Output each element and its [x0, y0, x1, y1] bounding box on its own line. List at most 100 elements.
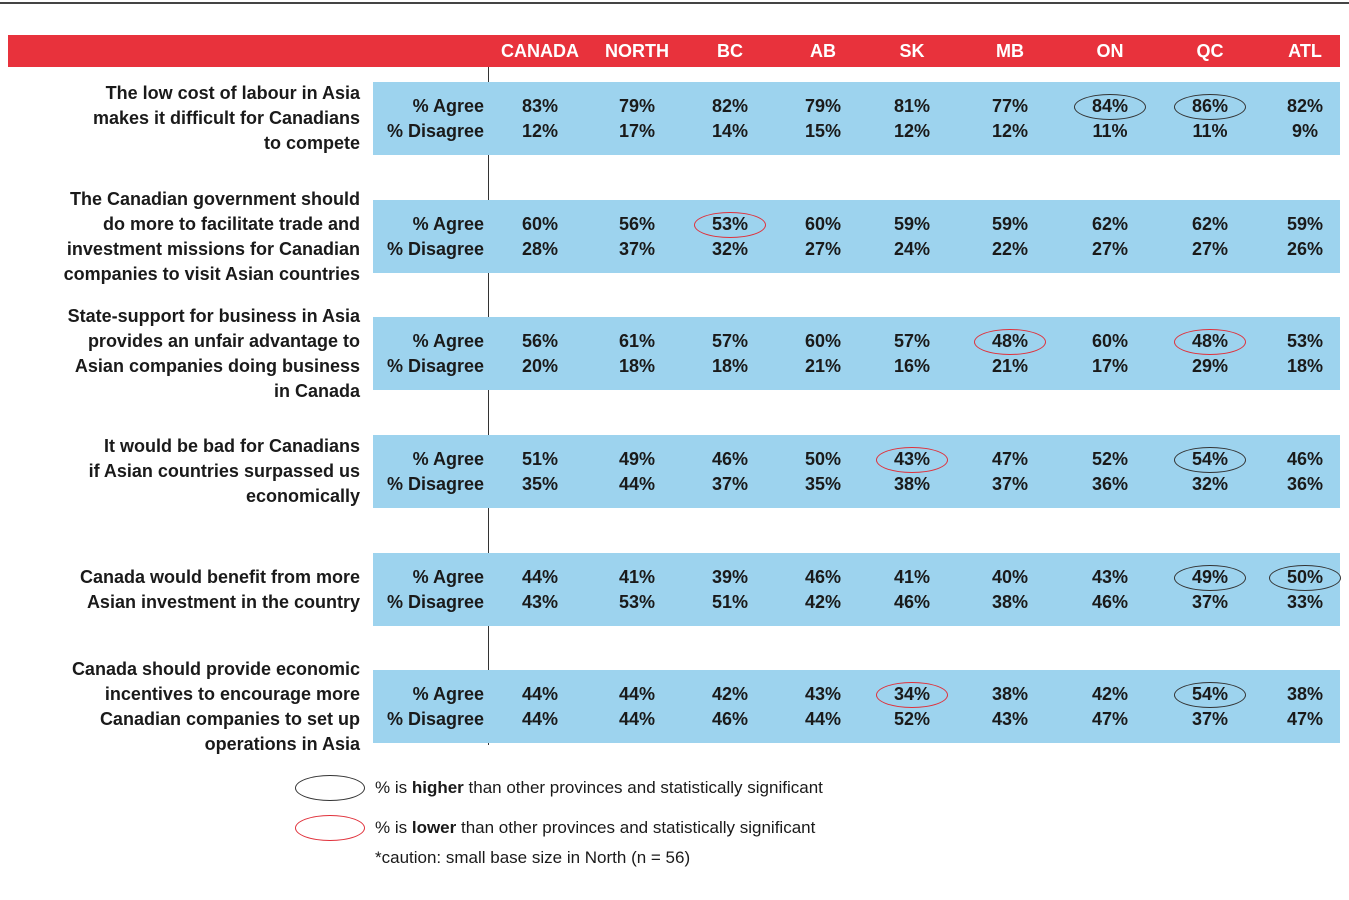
- cell-value: 17%: [618, 121, 656, 141]
- row-label: % Agree: [412, 567, 484, 587]
- legend-part: lower: [411, 818, 457, 837]
- statement-line: The Canadian government should: [69, 188, 360, 209]
- cell-value: 38%: [991, 684, 1029, 704]
- statement-line: if Asian countries surpassed us: [88, 461, 360, 481]
- cell-value: 43%: [521, 592, 559, 612]
- statement-line: economically: [245, 486, 360, 506]
- significance-circle: [1074, 93, 1146, 120]
- legend-part: % is: [375, 778, 412, 797]
- cell-value: 60%: [521, 214, 559, 234]
- cell-value: 44%: [521, 709, 559, 729]
- cell-value: 62%: [1191, 214, 1229, 234]
- cell-value: 57%: [711, 331, 749, 351]
- cell-value: 61%: [618, 331, 656, 351]
- cell-value: 28%: [521, 239, 559, 259]
- cell-value: 46%: [893, 592, 931, 612]
- cell-value: 44%: [618, 709, 656, 729]
- cell-value: 59%: [893, 214, 931, 234]
- cell-value: 51%: [711, 592, 749, 612]
- cell-value: 59%: [991, 214, 1029, 234]
- divider: [488, 67, 489, 745]
- cell-value: 46%: [711, 449, 749, 469]
- cell-value: 42%: [711, 684, 749, 704]
- legend-text: % is higher than other provinces and sta…: [375, 776, 823, 800]
- cell-value: 37%: [991, 474, 1029, 494]
- cell-value: 20%: [521, 356, 559, 376]
- cell-value: 18%: [1286, 356, 1324, 376]
- cell-value: 77%: [991, 96, 1029, 116]
- cell-value: 56%: [618, 214, 656, 234]
- row-label: % Agree: [412, 684, 484, 704]
- cell-value: 44%: [521, 567, 559, 587]
- cell-value: 26%: [1286, 239, 1324, 259]
- cell-value: 32%: [1191, 474, 1229, 494]
- cell-value: 27%: [1091, 239, 1129, 259]
- cell-value: 38%: [991, 592, 1029, 612]
- legend-part: % is: [375, 818, 412, 837]
- legend-part: than other provinces and statistically s…: [456, 818, 816, 837]
- legend-part: than other provinces and statistically s…: [463, 778, 823, 797]
- cell-value: 33%: [1286, 592, 1324, 612]
- column-header: QC: [1196, 41, 1224, 61]
- row-band: [373, 435, 1340, 508]
- cell-value: 60%: [804, 214, 842, 234]
- statement-line: Canada would benefit from more: [79, 566, 360, 587]
- statement-line: to compete: [263, 133, 360, 153]
- cell-value: 42%: [1091, 684, 1129, 704]
- cell-value: 15%: [804, 121, 842, 141]
- cell-value: 18%: [618, 356, 656, 376]
- cell-value: 36%: [1091, 474, 1129, 494]
- cell-value: 82%: [711, 96, 749, 116]
- statement-line: incentives to encourage more: [104, 683, 360, 704]
- row-label: % Agree: [412, 331, 484, 351]
- significance-circle: [974, 328, 1046, 355]
- cell-value: 59%: [1286, 214, 1324, 234]
- significance-circle: [1174, 446, 1246, 473]
- cell-value: 47%: [1091, 709, 1129, 729]
- row-band: [373, 200, 1340, 273]
- cell-value: 12%: [521, 121, 559, 141]
- row-band: [373, 553, 1340, 626]
- cell-value: 21%: [991, 356, 1029, 376]
- cell-value: 37%: [1191, 592, 1229, 612]
- cell-value: 12%: [893, 121, 931, 141]
- cell-value: 79%: [618, 96, 656, 116]
- statement-line: operations in Asia: [204, 733, 360, 754]
- cell-value: 46%: [711, 709, 749, 729]
- column-header: SK: [899, 41, 925, 61]
- cell-value: 44%: [618, 684, 656, 704]
- statement-line: Asian companies doing business: [74, 355, 360, 376]
- column-header: MB: [996, 41, 1024, 61]
- cell-value: 12%: [991, 121, 1029, 141]
- cell-value: 11%: [1092, 121, 1128, 141]
- cell-value: 37%: [618, 239, 656, 259]
- row-label: % Disagree: [386, 592, 484, 612]
- cell-value: 46%: [1286, 449, 1324, 469]
- cell-value: 18%: [711, 356, 749, 376]
- cell-value: 37%: [711, 474, 749, 494]
- cell-value: 44%: [521, 684, 559, 704]
- statement-line: State-support for business in Asia: [67, 305, 360, 326]
- cell-value: 49%: [618, 449, 656, 469]
- significance-circle: [1174, 681, 1246, 708]
- legend-text: % is lower than other provinces and stat…: [375, 816, 815, 840]
- row-band: [373, 317, 1340, 390]
- row-band: [373, 82, 1340, 155]
- cell-value: 17%: [1091, 356, 1129, 376]
- cell-value: 56%: [521, 331, 559, 351]
- statement-line: It would be bad for Canadians: [103, 436, 360, 456]
- cell-value: 38%: [1286, 684, 1324, 704]
- column-header: BC: [717, 41, 743, 61]
- cell-value: 36%: [1286, 474, 1324, 494]
- cell-value: 41%: [618, 567, 656, 587]
- statement-line: investment missions for Canadian: [66, 238, 360, 259]
- significance-circle: [694, 211, 766, 238]
- statement-line: in Canada: [273, 380, 360, 401]
- cell-value: 27%: [1191, 239, 1229, 259]
- cell-value: 79%: [804, 96, 842, 116]
- cell-value: 11%: [1192, 121, 1228, 141]
- cell-value: 52%: [1091, 449, 1129, 469]
- row-label: % Disagree: [386, 709, 484, 729]
- column-header: CANADA: [501, 41, 579, 61]
